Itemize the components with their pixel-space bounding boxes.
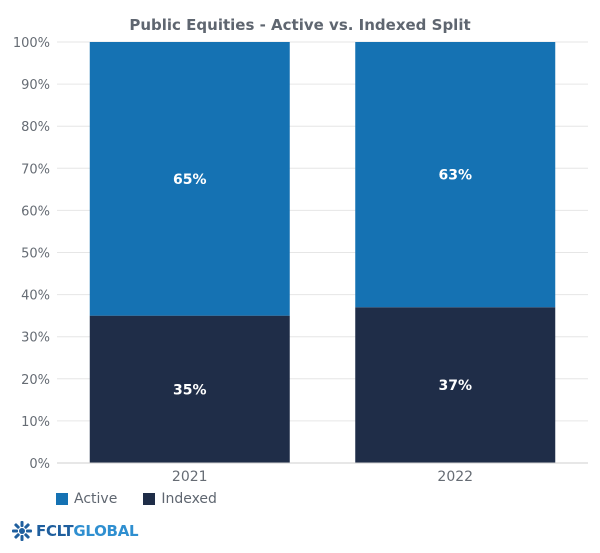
data-label: 63% xyxy=(438,168,472,184)
y-tick-label: 20% xyxy=(21,373,50,388)
y-tick-label: 30% xyxy=(21,331,50,346)
y-tick-label: 60% xyxy=(21,204,50,219)
bar-active-2022 xyxy=(355,42,556,308)
x-tick-label: 2022 xyxy=(437,469,473,485)
logo-text-fclt: FCLT xyxy=(36,522,74,540)
legend-label-active: Active xyxy=(74,491,118,507)
legend-label-indexed: Indexed xyxy=(161,491,217,507)
y-tick-label: 100% xyxy=(13,36,50,51)
y-tick-label: 10% xyxy=(21,415,50,430)
logo-text-global: GLOBAL xyxy=(73,522,139,540)
logo-mark-icon xyxy=(12,521,32,541)
data-label: 65% xyxy=(173,172,207,188)
y-tick-label: 90% xyxy=(21,78,50,93)
legend-swatch-active xyxy=(56,493,68,505)
data-label: 35% xyxy=(173,382,207,398)
data-label: 37% xyxy=(438,378,472,394)
legend-item-active[interactable]: Active xyxy=(56,491,117,507)
legend-swatch-indexed xyxy=(143,493,156,505)
bar-indexed-2021 xyxy=(89,315,290,463)
y-tick-label: 0% xyxy=(29,457,50,472)
chart-title: Public Equities - Active vs. Indexed Spl… xyxy=(129,16,471,34)
y-tick-label: 70% xyxy=(21,162,50,177)
bar-indexed-2022 xyxy=(355,307,556,463)
x-tick-label: 2021 xyxy=(172,469,208,485)
legend-item-indexed[interactable]: Indexed xyxy=(143,491,217,507)
fcltglobal-logo: FCLTGLOBAL xyxy=(11,520,139,542)
y-tick-label: 80% xyxy=(21,120,50,135)
y-tick-label: 40% xyxy=(21,289,50,304)
legend: Active Indexed xyxy=(56,491,217,507)
bar-active-2021 xyxy=(89,42,290,316)
y-tick-label: 50% xyxy=(21,247,50,262)
